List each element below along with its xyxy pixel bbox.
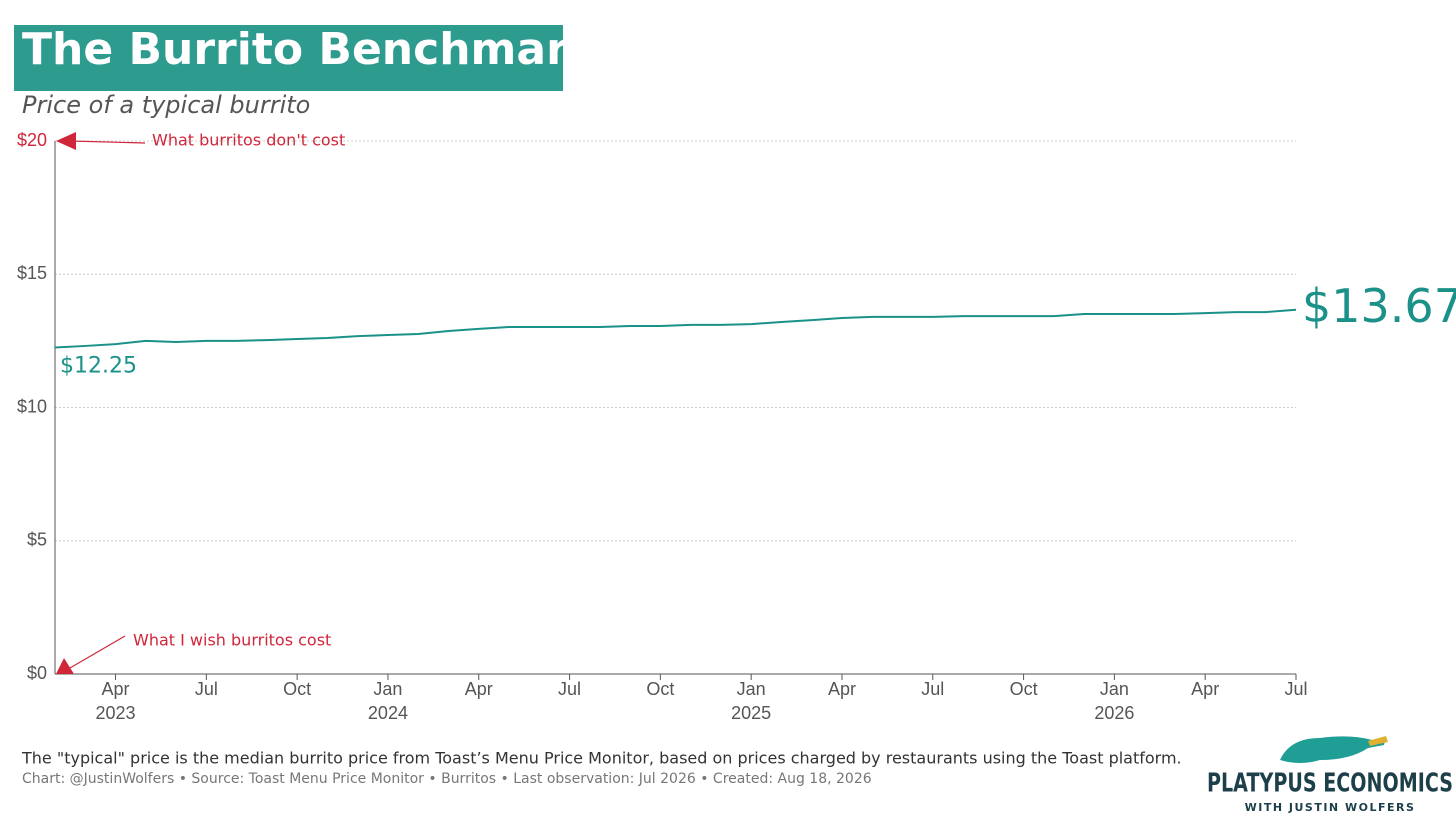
value-label: $12.25 <box>60 354 137 379</box>
x-tick-label: Jan 2025 <box>731 679 771 723</box>
platypus-bill <box>1368 736 1388 746</box>
x-tick-label: Jul <box>1284 679 1307 699</box>
x-tick-label: Jan 2026 <box>1094 679 1134 723</box>
note: The "typical" price is the median burrit… <box>21 749 1182 768</box>
annotation-arrowhead <box>56 658 74 674</box>
x-tick-label: Jul <box>195 679 218 699</box>
y-tick-label: $10 <box>17 396 47 416</box>
x-tick-label: Apr <box>828 679 856 699</box>
x-tick-label: Oct <box>646 679 674 699</box>
x-tick-label: Jan 2024 <box>368 679 408 723</box>
logo: PLATYPUS ECONOMICS WITH JUSTIN WOLFERS <box>1207 736 1453 814</box>
value-label: $13.67 <box>1302 279 1456 333</box>
annotation-arrowhead <box>56 132 76 150</box>
x-tick-label: Jul <box>921 679 944 699</box>
x-tick-label: Apr <box>1191 679 1219 699</box>
brand-subtitle: WITH JUSTIN WOLFERS <box>1245 801 1416 814</box>
y-tick-label: $0 <box>27 663 47 683</box>
brand: PLATYPUS ECONOMICS <box>1207 769 1453 799</box>
annotation: What I wish burritos cost <box>133 631 331 650</box>
y-tick-label: $15 <box>17 263 47 283</box>
chart-subtitle: Price of a typical burrito <box>22 91 310 119</box>
annotation: What burritos don't cost <box>152 131 345 150</box>
y-tick-label: $5 <box>27 530 47 550</box>
x-tick-label: Apr 2023 <box>96 679 136 723</box>
x-tick-label: Oct <box>1010 679 1038 699</box>
annotation-arrow <box>69 140 146 144</box>
chart-title: The Burrito Benchmark <box>22 24 599 75</box>
line <box>54 308 1297 349</box>
x-tick-label: Jul <box>558 679 581 699</box>
platypus-icon <box>1280 736 1386 763</box>
title-box <box>14 25 563 91</box>
x-tick-label: Apr <box>465 679 493 699</box>
x-tick-label: Oct <box>283 679 311 699</box>
source: Chart: @JustinWolfers • Source: Toast Me… <box>22 771 872 787</box>
annotation-arrow <box>69 635 126 669</box>
y-tick-label: $20 <box>17 130 47 150</box>
